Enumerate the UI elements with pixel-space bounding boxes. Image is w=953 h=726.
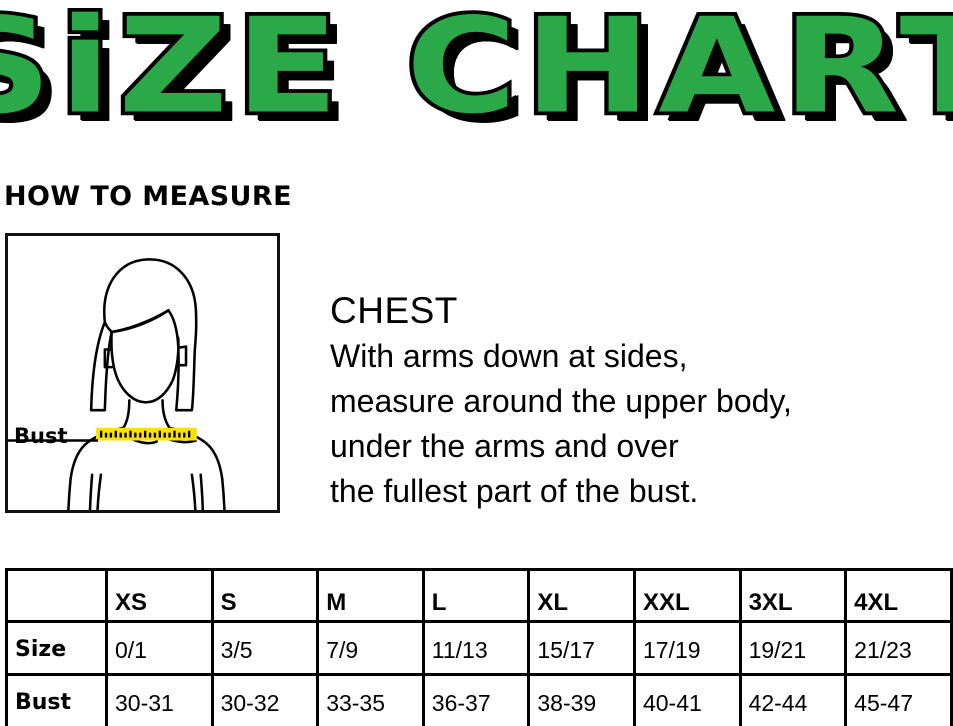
chest-heading: CHEST [330, 290, 458, 331]
column-header-4xl: 4XL [844, 568, 953, 623]
chest-line: under the arms and over [330, 428, 679, 464]
tape-measure-icon [96, 427, 197, 441]
column-header-l: L [421, 568, 531, 623]
bust-label: Bust [14, 424, 68, 448]
cell-bust-l: 36-37 [421, 673, 531, 726]
cell-size-l: 11/13 [421, 620, 531, 676]
cell-bust-xxl: 40-41 [632, 673, 742, 726]
cell-bust-m: 33-35 [316, 673, 425, 726]
cell-size-4xl: 21/23 [844, 620, 953, 676]
column-header-xl: XL [527, 568, 636, 623]
cell-bust-4xl: 45-47 [844, 673, 953, 726]
cell-size-xs: 0/1 [105, 620, 214, 676]
page-title: SiZE CHART [0, 0, 953, 147]
cell-size-xl: 15/17 [527, 620, 636, 676]
column-header-s: S [210, 568, 320, 623]
table-row: Bust 30-31 30-32 33-35 36-37 38-39 40-41… [5, 673, 953, 726]
column-header-3xl: 3XL [738, 568, 848, 623]
table-corner-cell [5, 568, 108, 623]
cell-bust-s: 30-32 [210, 673, 320, 726]
chest-line: the fullest part of the bust. [330, 473, 699, 509]
page-title-block: SiZE CHART [0, 0, 953, 152]
cell-bust-3xl: 42-44 [738, 673, 848, 726]
cell-bust-xl: 38-39 [527, 673, 636, 726]
cell-size-m: 7/9 [316, 620, 425, 676]
cell-size-xxl: 17/19 [632, 620, 742, 676]
size-table-container: XS S M L XL XXL 3XL 4XL Size 0/1 3/5 7/9… [5, 568, 953, 726]
chest-line: With arms down at sides, [330, 338, 688, 374]
cell-size-s: 3/5 [210, 620, 320, 676]
measurement-illustration [5, 233, 280, 513]
column-header-xs: XS [105, 568, 214, 623]
cell-size-3xl: 19/21 [738, 620, 848, 676]
table-row: Size 0/1 3/5 7/9 11/13 15/17 17/19 19/21… [5, 620, 953, 676]
size-table: XS S M L XL XXL 3XL 4XL Size 0/1 3/5 7/9… [5, 568, 953, 726]
chest-line: measure around the upper body, [330, 383, 792, 419]
column-header-xxl: XXL [632, 568, 742, 623]
table-header-row: XS S M L XL XXL 3XL 4XL [5, 568, 953, 623]
cell-bust-xs: 30-31 [105, 673, 214, 726]
how-to-measure-heading: HOW TO MEASURE [4, 181, 292, 212]
female-torso-figure-icon [8, 258, 226, 510]
column-header-m: M [316, 568, 425, 623]
row-label-size: Size [5, 620, 108, 676]
chest-body: With arms down at sides, measure around … [330, 334, 950, 514]
row-label-bust: Bust [5, 673, 108, 726]
chest-description: CHEST With arms down at sides, measure a… [330, 288, 950, 514]
